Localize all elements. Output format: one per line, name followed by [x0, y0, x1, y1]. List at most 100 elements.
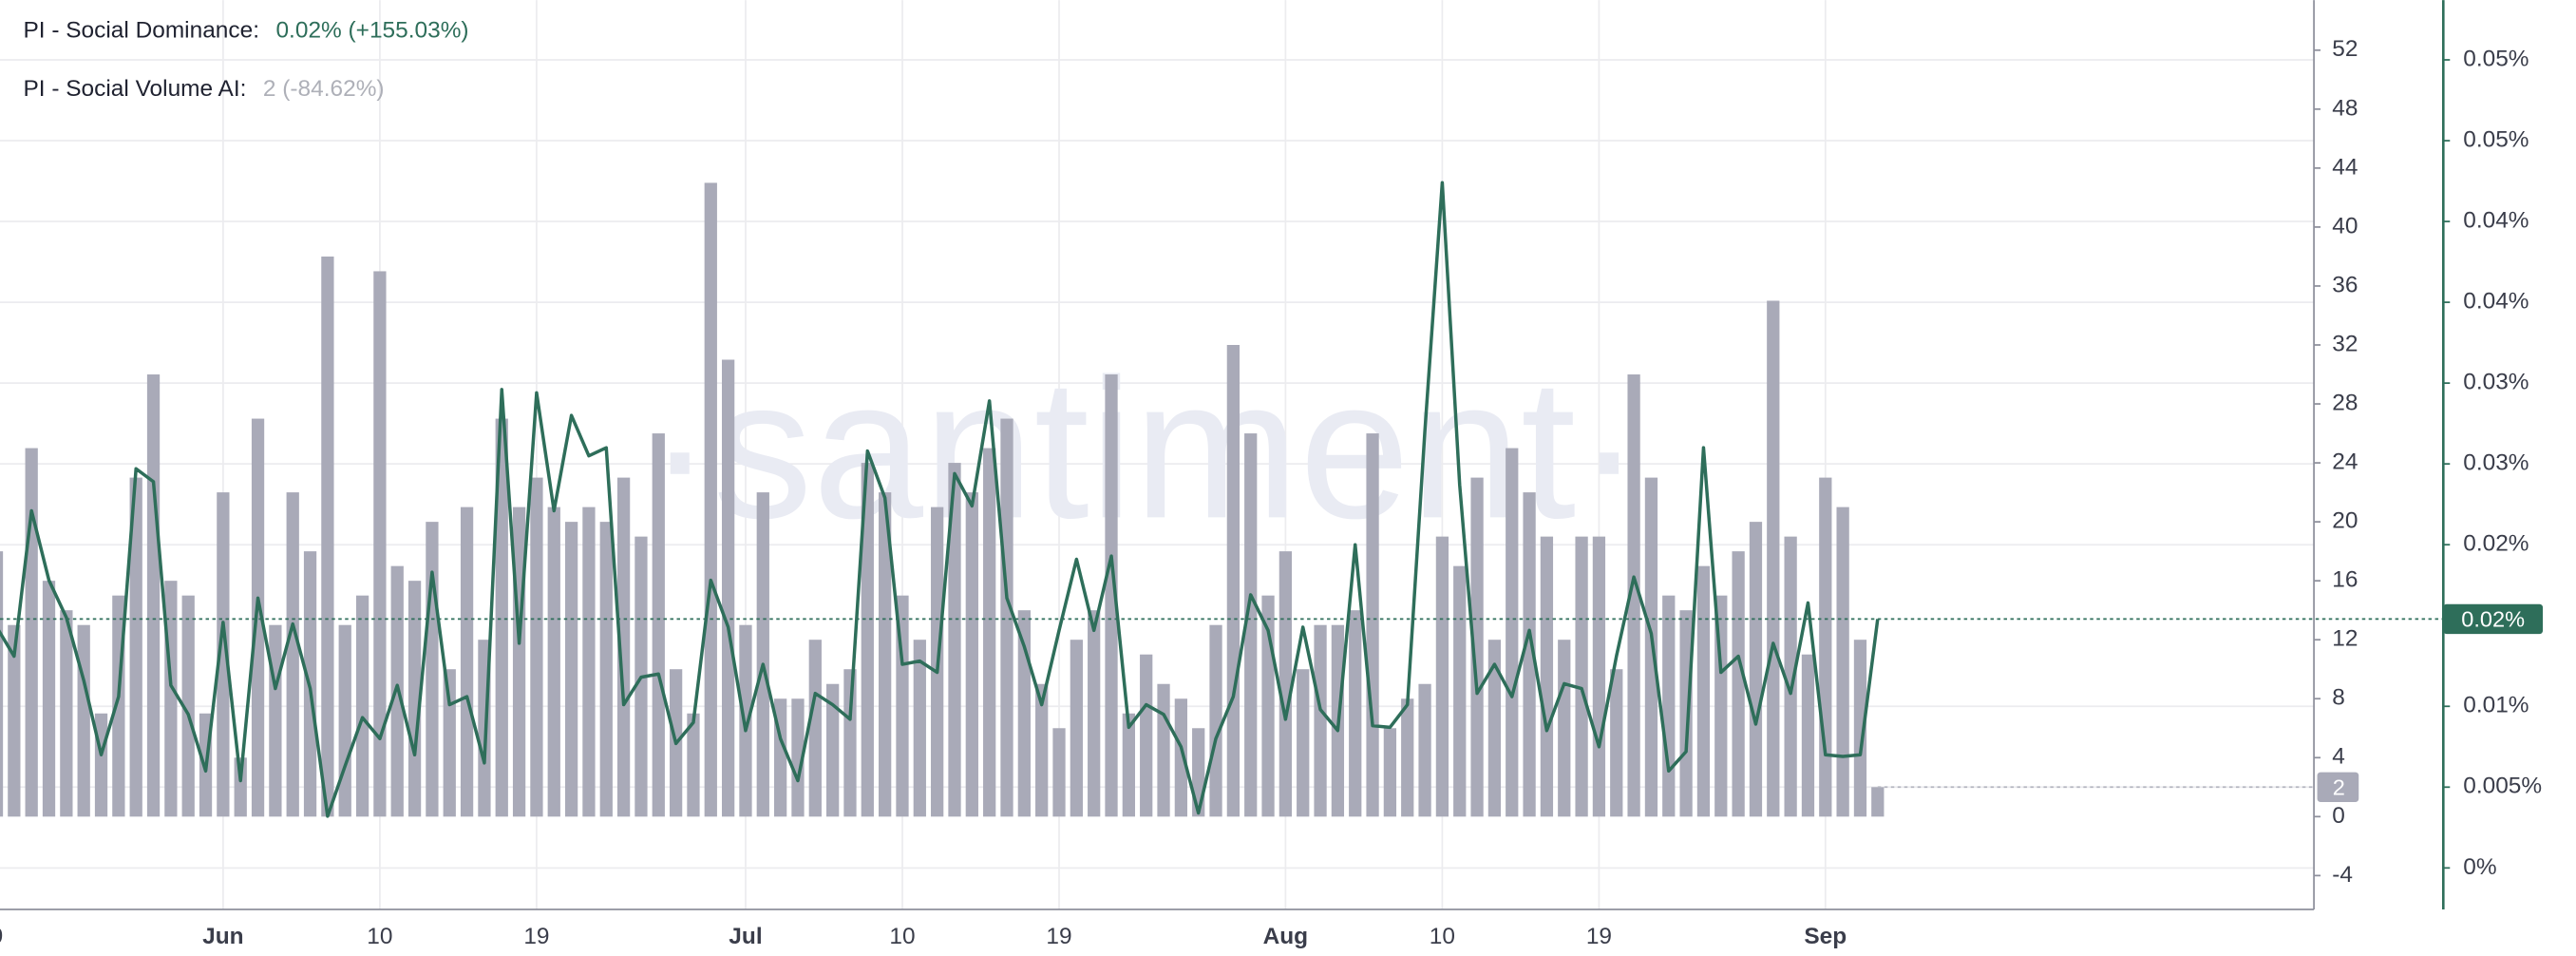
y-tick-label: 24	[2332, 449, 2358, 475]
y-tick-label: 20	[2332, 508, 2358, 534]
y-tick-label: 0	[2332, 803, 2345, 829]
bar	[8, 624, 21, 817]
bar	[426, 522, 439, 817]
y2-tick-label: 0.03%	[2463, 450, 2529, 476]
bar	[913, 640, 926, 817]
bar	[879, 492, 892, 817]
bar	[861, 463, 874, 817]
bar	[1349, 610, 1362, 817]
x-tick-label: 19	[523, 924, 549, 949]
bar	[407, 581, 422, 817]
bar	[652, 433, 665, 817]
bar	[1244, 433, 1258, 817]
bar	[1696, 565, 1711, 817]
y-tick-label: 32	[2332, 331, 2358, 356]
watermark: ·santiment·	[647, 337, 1642, 560]
bar	[217, 492, 230, 817]
bar	[721, 359, 735, 817]
bar	[1627, 374, 1640, 817]
x-tick-label: Aug	[1263, 924, 1309, 949]
bar	[286, 492, 299, 817]
bar	[687, 713, 700, 817]
y2-tick-label: 0.02%	[2463, 531, 2529, 557]
y-tick-label: 28	[2332, 390, 2358, 415]
x-tick-label: 10	[367, 924, 392, 949]
last-value-label: 0.02%	[2461, 606, 2525, 631]
bar	[251, 418, 265, 817]
bar	[1610, 669, 1623, 817]
bar	[1506, 448, 1519, 817]
bar	[1435, 536, 1449, 817]
bar	[547, 507, 560, 817]
bar	[1140, 654, 1153, 817]
bar	[896, 595, 909, 817]
y2-tick-label: 0%	[2463, 854, 2496, 880]
y2-tick-label: 0.05%	[2463, 126, 2529, 152]
line	[0, 181, 1880, 818]
bar	[1871, 787, 1885, 817]
x-tick-label: Sep	[1804, 924, 1847, 949]
bar	[1000, 418, 1013, 817]
bar	[512, 507, 526, 817]
legend-name: PI - Social Volume AI:	[23, 76, 246, 102]
legend-value: 2 (-84.62%)	[263, 76, 385, 102]
bar	[1297, 669, 1310, 817]
bar	[1558, 640, 1571, 817]
bar	[1088, 610, 1101, 817]
bar	[1540, 536, 1554, 817]
bar	[843, 669, 857, 817]
bar	[25, 448, 38, 817]
bar	[983, 448, 996, 817]
bar	[1192, 728, 1205, 817]
bar	[1732, 551, 1745, 817]
bar	[1052, 728, 1066, 817]
bar	[1575, 536, 1588, 817]
bar	[373, 271, 387, 817]
bar	[1226, 345, 1241, 817]
bar	[1453, 565, 1467, 817]
bar	[1383, 728, 1397, 817]
x-tick-label: Jul	[729, 924, 762, 949]
bar	[1592, 536, 1606, 817]
y-tick-label: 48	[2332, 95, 2358, 121]
bar	[443, 669, 456, 817]
bar	[1644, 477, 1658, 817]
y2-tick-label: 0.04%	[2463, 289, 2529, 315]
last-value-badge	[2443, 603, 2544, 635]
bar	[1105, 374, 1118, 817]
y2-tick-label: 0.03%	[2463, 370, 2529, 395]
y-tick-label: 36	[2332, 272, 2358, 297]
y-tick-label: 44	[2332, 154, 2358, 180]
y2-tick-label: 0.01%	[2463, 693, 2529, 718]
y-tick-label: 8	[2332, 685, 2345, 711]
bar	[495, 418, 508, 817]
y-tick-label: 52	[2332, 36, 2358, 62]
bar	[0, 551, 4, 817]
bar	[826, 683, 840, 817]
x-tick-label: 19	[1046, 924, 1071, 949]
bar	[1017, 610, 1031, 817]
x-tick-label: Jun	[202, 924, 243, 949]
bar	[1174, 698, 1187, 817]
bar	[1279, 551, 1293, 817]
bar	[599, 522, 613, 817]
bar	[1801, 654, 1815, 817]
bar	[1157, 683, 1170, 817]
x-tick-label: 10	[889, 924, 915, 949]
bar	[1035, 683, 1049, 817]
bar	[321, 256, 334, 817]
y-tick-label: 4	[2332, 744, 2345, 770]
y-tick-label: 40	[2332, 213, 2358, 239]
y-tick-label: -4	[2332, 862, 2353, 888]
y2-tick-label: 0.05%	[2463, 46, 2529, 71]
bar	[269, 624, 282, 817]
legend-name: PI - Social Dominance:	[23, 18, 259, 44]
bar	[355, 595, 369, 817]
bar	[1679, 610, 1693, 817]
y2-tick-label: 0.04%	[2463, 208, 2529, 234]
bar	[791, 698, 805, 817]
bar	[1070, 640, 1083, 817]
bar	[460, 507, 474, 817]
bar	[1523, 492, 1536, 817]
